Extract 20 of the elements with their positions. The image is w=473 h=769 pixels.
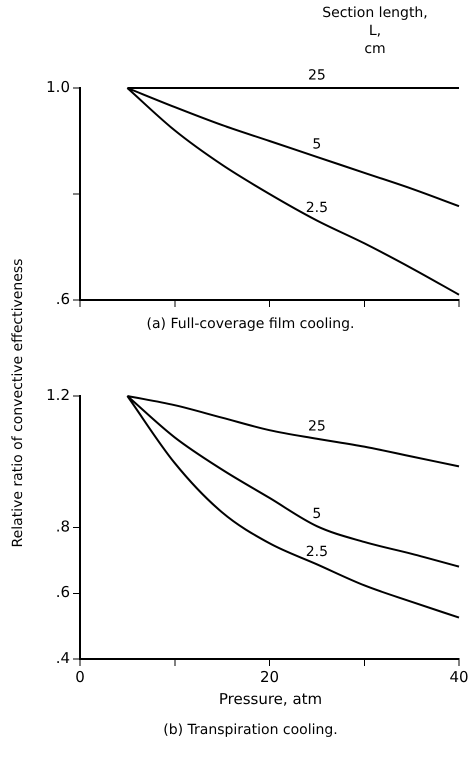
y-tick-label: .6: [56, 583, 70, 602]
x-tick-label: 0: [75, 668, 85, 686]
y-tick-label: .4: [56, 648, 70, 667]
series-label: 2.5: [306, 544, 328, 560]
x-axis-title: Pressure, atm: [218, 690, 324, 708]
y-axis-title: Relative ratio of convective effectiveness: [10, 258, 26, 550]
series-label: 2.5: [306, 200, 328, 216]
series-label: 25: [308, 418, 326, 434]
text: (b) Transpiration cooling.: [162, 722, 339, 738]
series-label: 25: [308, 68, 326, 84]
y-tick-label: .8: [56, 517, 70, 536]
x-tick-label: 40: [449, 668, 469, 686]
y-tick-label: 1.2: [46, 386, 70, 404]
series-label: 5: [312, 506, 322, 522]
series-label: 5: [312, 136, 322, 153]
text: (a) Full-coverage film cooling.: [145, 316, 356, 332]
x-tick-label: 20: [260, 668, 280, 686]
y-tick-label: .6: [56, 290, 70, 308]
y-tick-label: 1.0: [46, 78, 70, 96]
legend-title: Section length, L, cm: [321, 4, 429, 58]
